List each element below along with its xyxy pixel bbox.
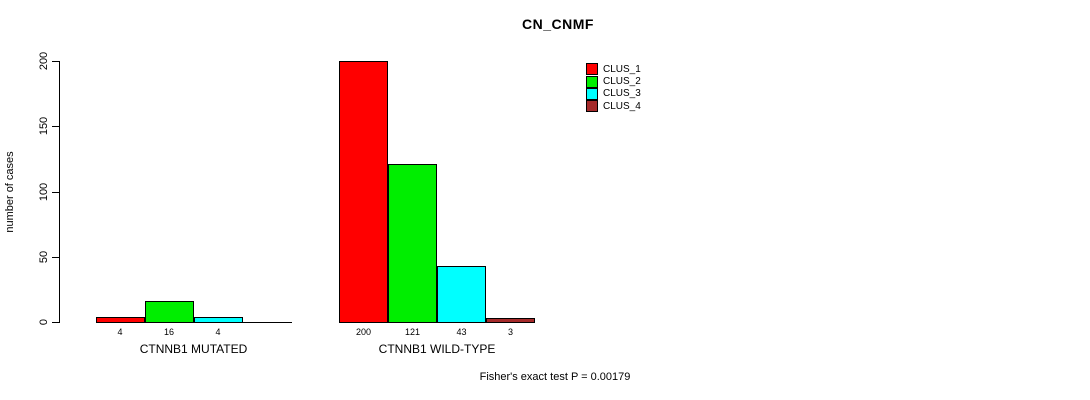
legend-item-clus_1: CLUS_1 (586, 63, 641, 76)
y-tick-label: 50 (38, 250, 50, 264)
y-tick (52, 192, 59, 193)
bar-clus_1-group1 (95, 317, 145, 323)
y-tick-label: 100 (38, 182, 50, 202)
bar-value-label: 43 (456, 327, 467, 337)
y-tick-label: 0 (38, 318, 50, 326)
bar-clus_2-group1 (144, 301, 194, 323)
bar-clus_3-group2 (437, 266, 486, 323)
legend-label: CLUS_3 (603, 88, 641, 100)
y-tick-label: 150 (38, 116, 50, 136)
chart-title: CN_CNMF (522, 16, 594, 32)
annotation-text: Fisher's exact test P = 0.00179 (479, 371, 631, 383)
legend: CLUS_1 CLUS_2 CLUS_3 CLUS_4 (586, 63, 641, 113)
bar-value-label: 16 (163, 327, 174, 337)
y-tick (52, 126, 59, 127)
y-axis-line (59, 61, 60, 323)
category-label: CTNNB1 WILD-TYPE (378, 342, 496, 356)
y-tick-label: 200 (38, 51, 50, 71)
bar-clus_1-group2 (339, 61, 388, 323)
legend-swatch-icon (586, 87, 598, 100)
bar-value-label: 200 (355, 327, 372, 337)
bar-value-label: 4 (215, 327, 221, 337)
bar-clus_4-group2 (486, 318, 535, 323)
legend-swatch-icon (586, 63, 598, 76)
legend-item-clus_3: CLUS_3 (586, 87, 641, 100)
legend-label: CLUS_4 (603, 100, 641, 112)
legend-swatch-icon (586, 100, 598, 113)
y-tick (52, 257, 59, 258)
y-tick (52, 322, 59, 323)
legend-item-clus_2: CLUS_2 (586, 75, 641, 88)
legend-label: CLUS_2 (603, 76, 641, 88)
bar-clus_3-group1 (193, 317, 243, 323)
bar-value-label: 3 (507, 327, 513, 337)
bar-clus_2-group2 (388, 164, 437, 323)
bar-value-label: 4 (117, 327, 123, 337)
y-axis-title: number of cases (4, 151, 16, 233)
bar-value-label: 121 (404, 327, 421, 337)
legend-swatch-icon (586, 75, 598, 88)
y-tick (52, 61, 59, 62)
legend-item-clus_4: CLUS_4 (586, 100, 641, 113)
legend-label: CLUS_1 (603, 63, 641, 75)
category-label: CTNNB1 MUTATED (139, 342, 248, 356)
